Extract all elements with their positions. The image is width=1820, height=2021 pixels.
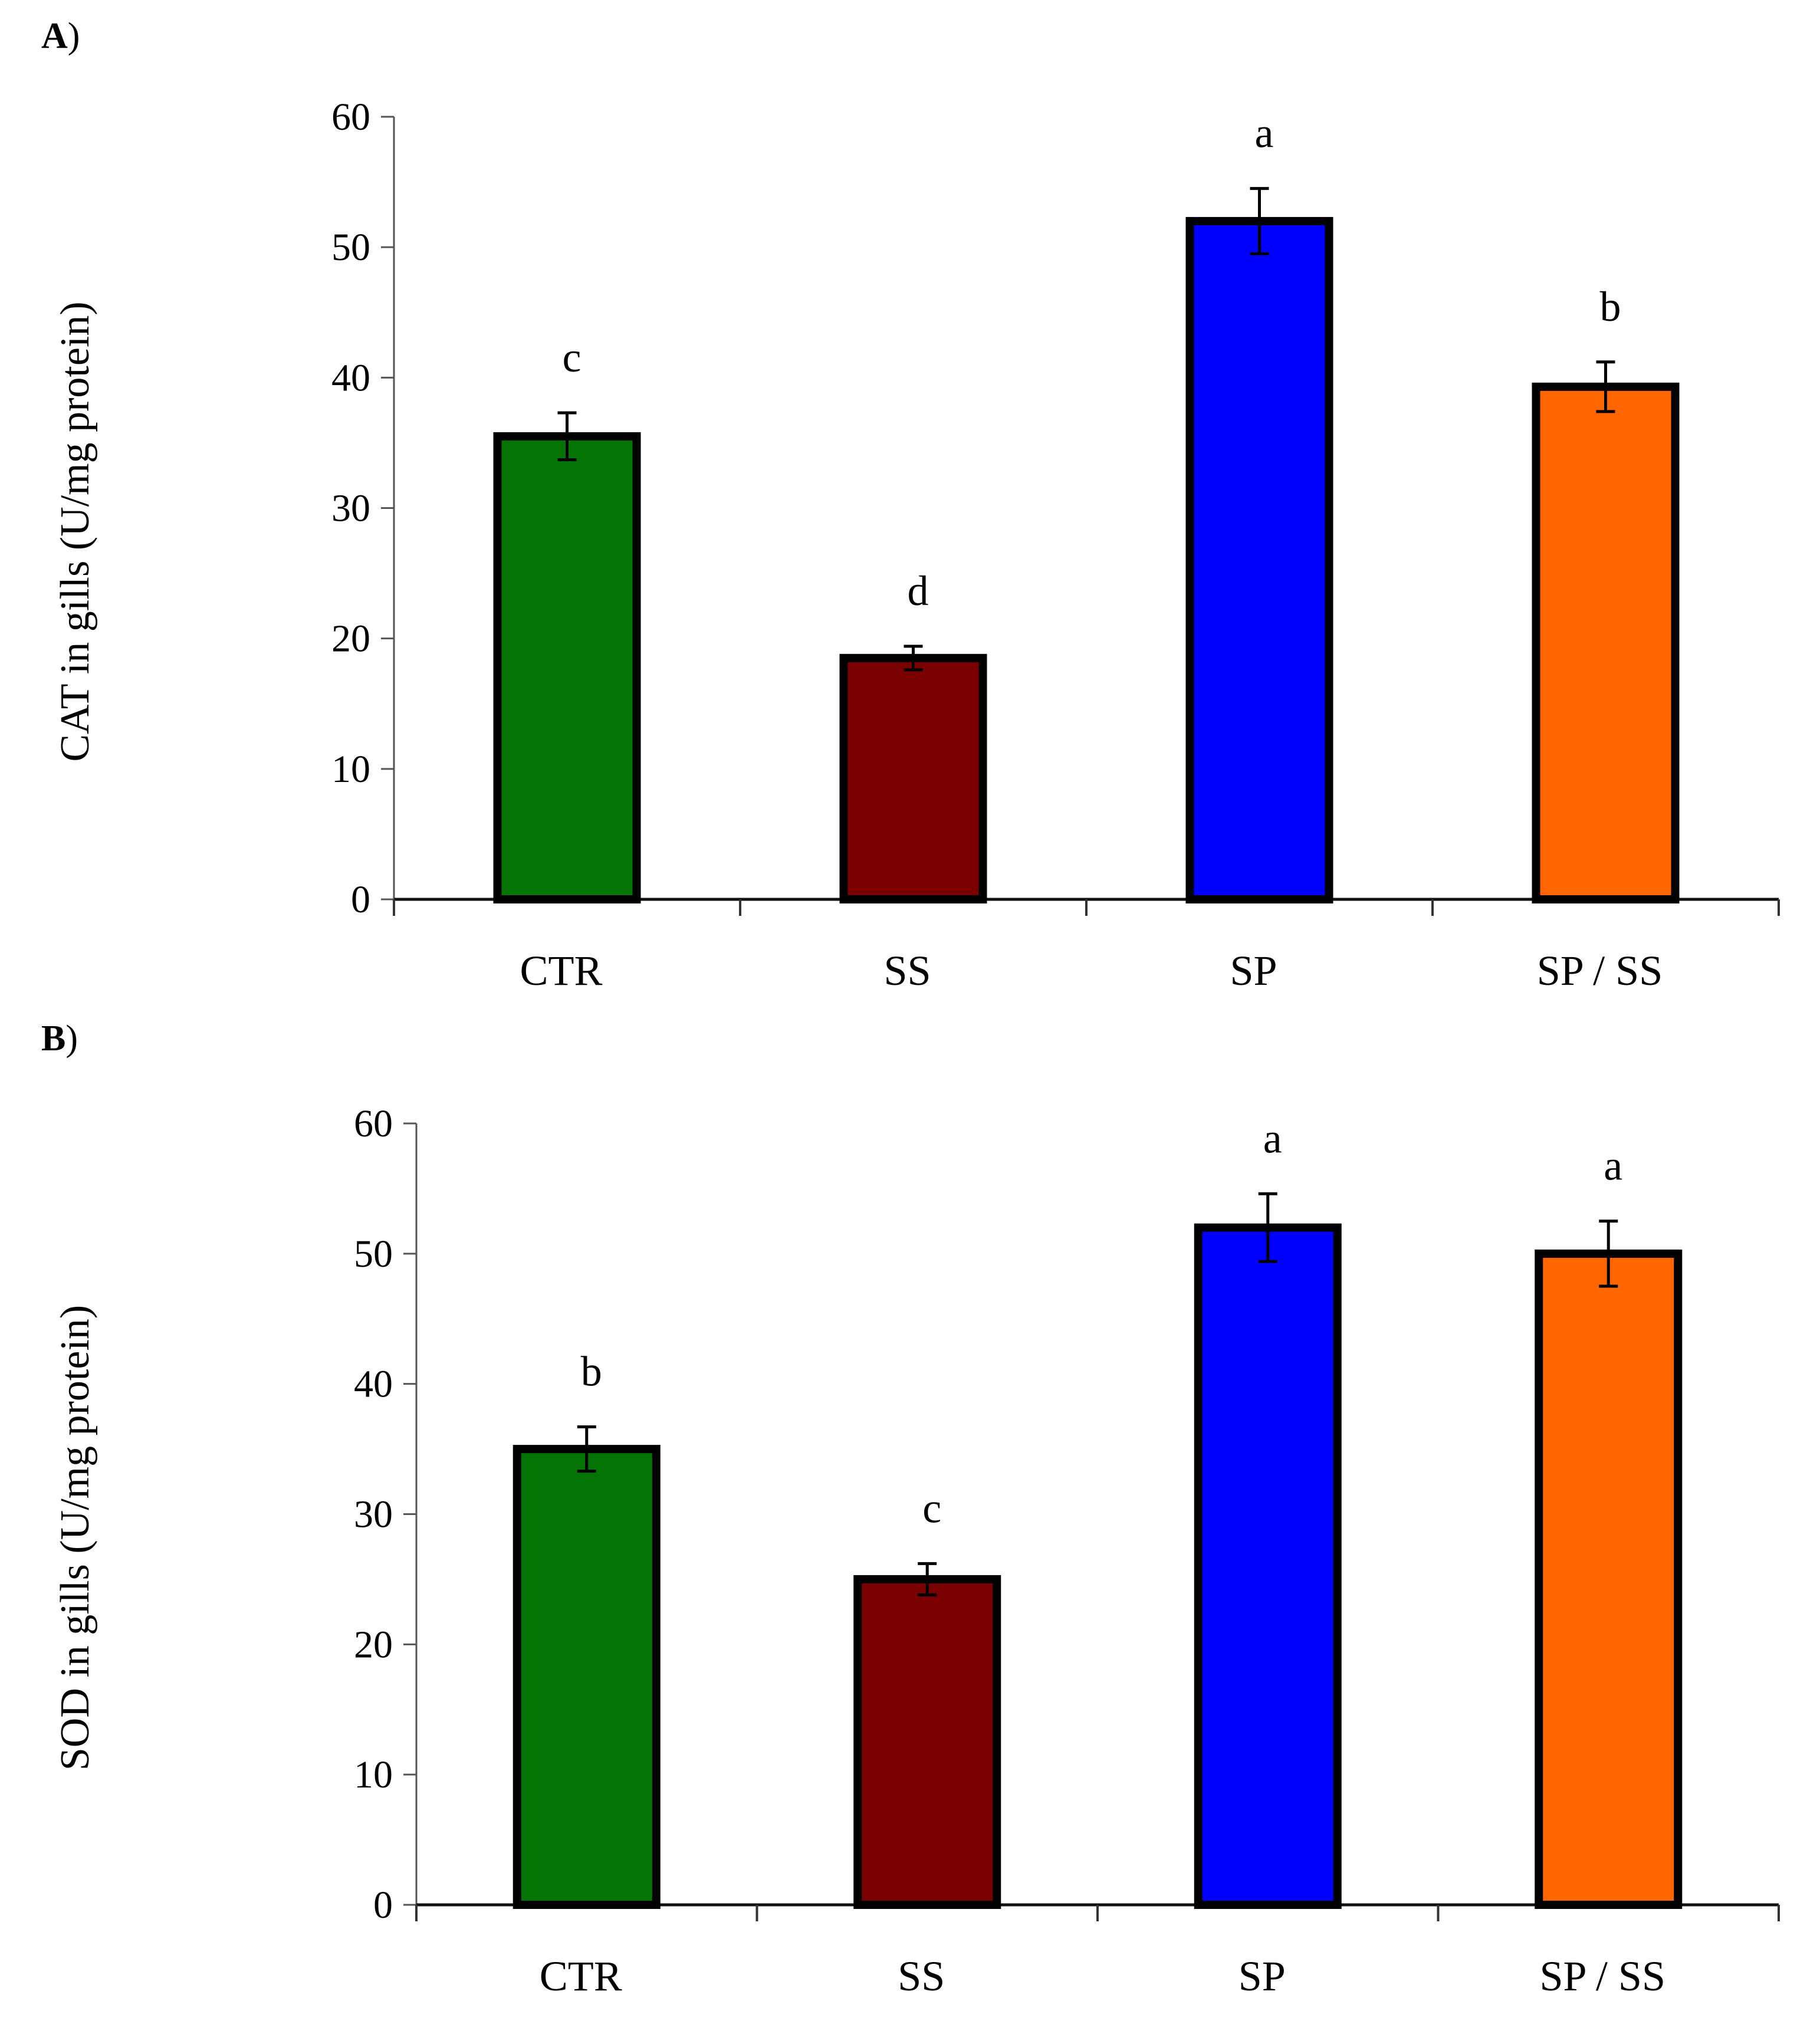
x-category-label: SS	[898, 1953, 945, 2000]
significance-label: a	[1255, 110, 1274, 157]
y-tick-label: 0	[351, 878, 370, 921]
significance-label: a	[1263, 1115, 1282, 1162]
y-tick-label: 20	[331, 617, 370, 660]
x-category-label: CTR	[540, 1953, 622, 2000]
y-tick-label: 50	[331, 226, 370, 269]
chart-panel-a: A) 0 10 20 30 40 50 60 c CTR d SS a SP b SP / SS CAT in…	[0, 0, 1820, 1003]
y-tick-label: 40	[331, 356, 370, 399]
y-tick-label: 60	[354, 1102, 393, 1145]
y-tick-label: 20	[354, 1623, 393, 1666]
significance-label: d	[908, 567, 929, 614]
y-tick-label: 30	[354, 1493, 393, 1536]
y-tick-label: 40	[354, 1363, 393, 1406]
y-axis-title: SOD in gills (U/mg protein)	[52, 1305, 98, 1770]
y-tick-label: 10	[354, 1753, 393, 1796]
y-axis-title: CAT in gills (U/mg protein)	[52, 301, 98, 761]
chart-b-svg: 0 10 20 30 40 50 60 b CTR c SS a SP a SP / SS SOD in gi…	[52, 1102, 1780, 2000]
bar-sp	[1185, 216, 1333, 903]
chart-a-svg: 0 10 20 30 40 50 60 c CTR d SS a SP b SP / SS CAT in gi…	[52, 96, 1780, 994]
x-category-label: CTR	[520, 947, 602, 994]
x-category-label: SP	[1238, 1953, 1286, 2000]
chart-panel-b: B) 0 10 20 30 40 50 60 b CTR c SS a SP a SP / SS SOD in…	[0, 1003, 1820, 2021]
y-tick-label: 0	[373, 1884, 393, 1927]
x-category-label: SP / SS	[1539, 1953, 1665, 2000]
significance-label: c	[922, 1484, 941, 1532]
y-tick-label: 30	[331, 487, 370, 530]
bar-sp-ss	[1535, 1249, 1683, 1909]
significance-label: b	[1600, 283, 1621, 330]
significance-label: b	[581, 1348, 602, 1395]
y-tick-label: 50	[354, 1233, 393, 1276]
x-category-label: SP	[1230, 947, 1277, 994]
bar-sp-ss	[1532, 382, 1680, 903]
y-tick-label: 10	[331, 748, 370, 791]
bar-ctr	[493, 432, 641, 903]
bar-sp	[1194, 1223, 1342, 1910]
bar-ss	[853, 1575, 1001, 1909]
bar-ss	[839, 653, 987, 903]
significance-label: c	[563, 334, 582, 381]
panel-label: A)	[41, 16, 80, 56]
significance-label: a	[1604, 1142, 1622, 1189]
x-category-label: SS	[883, 947, 931, 994]
bar-ctr	[513, 1445, 661, 1909]
panel-label: B)	[41, 1018, 78, 1059]
y-tick-label: 60	[331, 96, 370, 139]
x-category-label: SP / SS	[1537, 947, 1663, 994]
